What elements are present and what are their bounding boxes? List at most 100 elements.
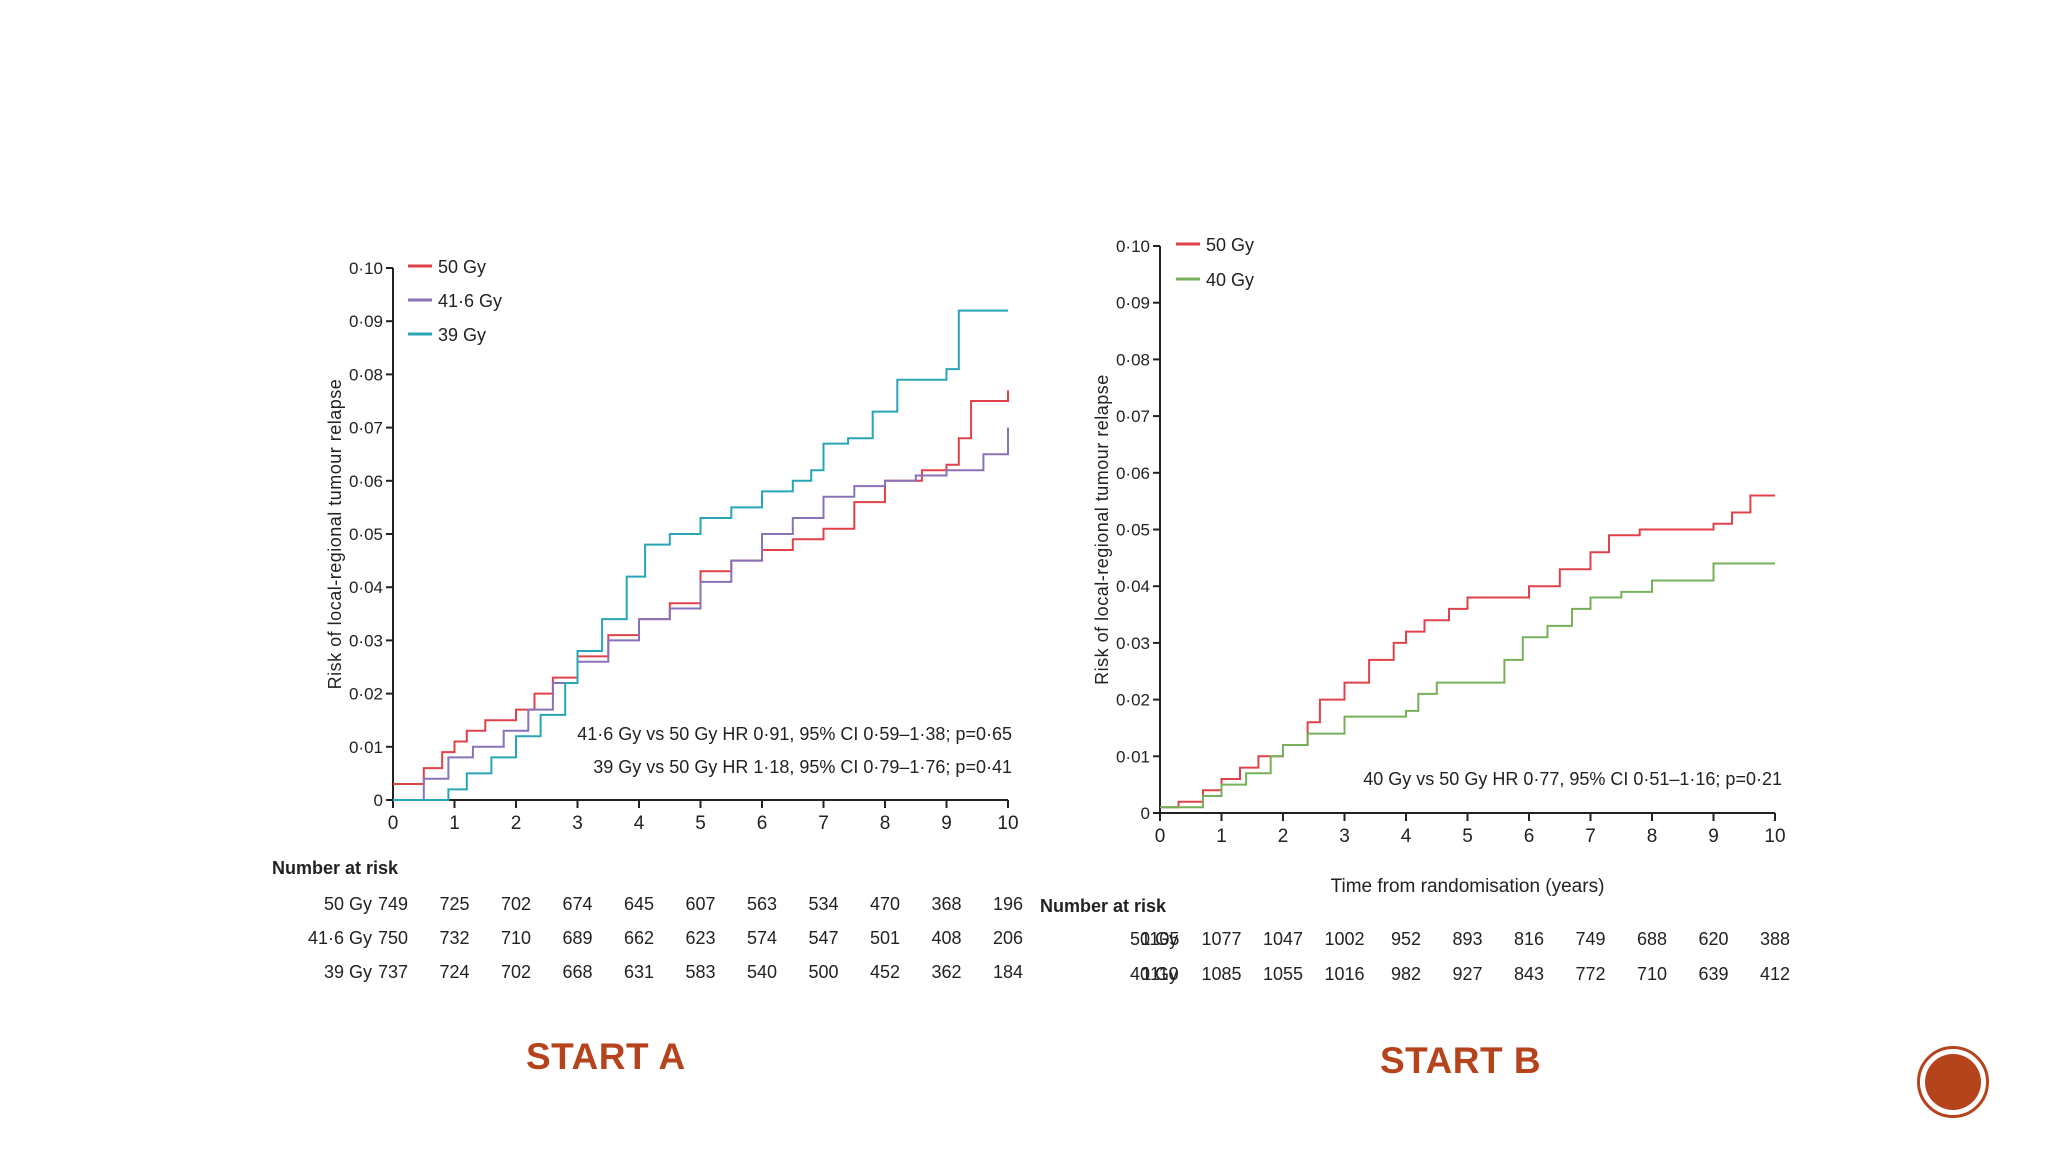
risk-value: 674 bbox=[562, 894, 592, 914]
y-tick-label: 0·04 bbox=[1116, 577, 1150, 596]
risk-table-title: Number at risk bbox=[272, 858, 399, 878]
x-tick-label: 2 bbox=[1278, 826, 1289, 847]
hr-annotation: 40 Gy vs 50 Gy HR 0·77, 95% CI 0·51–1·16… bbox=[1363, 769, 1782, 789]
x-tick-label: 8 bbox=[1647, 826, 1658, 847]
x-tick-label: 5 bbox=[1462, 826, 1473, 847]
caption-start-b: START B bbox=[1380, 1040, 1542, 1081]
risk-row-label: 50 Gy bbox=[324, 894, 372, 914]
legend-label: 40 Gy bbox=[1206, 270, 1254, 290]
risk-value: 1016 bbox=[1324, 964, 1364, 984]
y-axis-label: Risk of local-regional tumour relapse bbox=[325, 379, 345, 690]
risk-value: 702 bbox=[501, 894, 531, 914]
risk-value: 750 bbox=[378, 928, 408, 948]
risk-value: 737 bbox=[378, 962, 408, 982]
x-tick-label: 3 bbox=[572, 813, 583, 834]
y-tick-label: 0·02 bbox=[349, 685, 383, 704]
risk-value: 412 bbox=[1760, 964, 1790, 984]
risk-value: 639 bbox=[1698, 964, 1728, 984]
y-tick-label: 0·08 bbox=[1116, 350, 1150, 369]
risk-value: 540 bbox=[747, 962, 777, 982]
risk-row-label: 50 Gy bbox=[1130, 929, 1178, 949]
x-tick-label: 8 bbox=[880, 813, 891, 834]
y-tick-label: 0·09 bbox=[349, 312, 383, 331]
risk-value: 749 bbox=[1575, 929, 1605, 949]
x-tick-label: 0 bbox=[388, 813, 399, 834]
risk-value: 388 bbox=[1760, 929, 1790, 949]
x-tick-label: 1 bbox=[449, 813, 460, 834]
risk-value: 982 bbox=[1391, 964, 1421, 984]
risk-value: 534 bbox=[808, 894, 838, 914]
x-tick-label: 3 bbox=[1339, 826, 1350, 847]
series-line-0 bbox=[1160, 494, 1775, 809]
y-tick-label: 0·06 bbox=[349, 472, 383, 491]
risk-value: 927 bbox=[1452, 964, 1482, 984]
x-tick-label: 10 bbox=[997, 813, 1018, 834]
risk-value: 574 bbox=[747, 928, 777, 948]
series-line-1 bbox=[393, 427, 1009, 801]
risk-value: 470 bbox=[870, 894, 900, 914]
legend-label: 50 Gy bbox=[438, 257, 486, 277]
risk-value: 583 bbox=[685, 962, 715, 982]
risk-row-label: 41·6 Gy bbox=[308, 928, 372, 948]
risk-value: 710 bbox=[1637, 964, 1667, 984]
risk-value: 710 bbox=[501, 928, 531, 948]
risk-value: 1105 bbox=[1141, 929, 1180, 949]
x-tick-label: 6 bbox=[1524, 826, 1535, 847]
risk-value: 563 bbox=[747, 894, 777, 914]
x-tick-label: 0 bbox=[1155, 826, 1166, 847]
y-tick-label: 0·02 bbox=[1116, 691, 1150, 710]
x-tick-label: 1 bbox=[1216, 826, 1227, 847]
risk-value: 1110 bbox=[1141, 964, 1178, 984]
y-tick-label: 0·10 bbox=[349, 259, 383, 278]
risk-row-label: 40 Gy bbox=[1130, 964, 1178, 984]
hr-annotation: 39 Gy vs 50 Gy HR 1·18, 95% CI 0·79–1·76… bbox=[593, 757, 1012, 777]
x-axis-label: Time from randomisation (years) bbox=[1331, 876, 1605, 897]
risk-value: 368 bbox=[931, 894, 961, 914]
y-axis-label: Risk of local-regional tumour relapse bbox=[1092, 374, 1112, 685]
risk-value: 631 bbox=[624, 962, 654, 982]
y-tick-label: 0·01 bbox=[349, 738, 383, 757]
y-tick-label: 0 bbox=[374, 791, 383, 810]
y-tick-label: 0·09 bbox=[1116, 294, 1150, 313]
y-tick-label: 0·08 bbox=[349, 365, 383, 384]
risk-table-title: Number at risk bbox=[1040, 896, 1167, 916]
risk-value: 1077 bbox=[1201, 929, 1241, 949]
circle-button-icon[interactable] bbox=[1917, 1046, 1989, 1118]
risk-value: 1047 bbox=[1263, 929, 1303, 949]
risk-value: 196 bbox=[993, 894, 1023, 914]
y-tick-label: 0·07 bbox=[1116, 407, 1150, 426]
risk-value: 668 bbox=[562, 962, 592, 982]
chart-start-b: 0 0·01 0·02 0·03 0·04 0·05 0·06 0·07 0·08 0·09 0·1… bbox=[1040, 235, 1790, 984]
risk-value: 501 bbox=[870, 928, 900, 948]
y-tick-label: 0·03 bbox=[1116, 634, 1150, 653]
y-tick-label: 0 bbox=[1141, 804, 1150, 823]
risk-value: 408 bbox=[931, 928, 961, 948]
risk-value: 688 bbox=[1637, 929, 1667, 949]
x-tick-label: 9 bbox=[1708, 826, 1719, 847]
risk-value: 1002 bbox=[1324, 929, 1364, 949]
risk-value: 607 bbox=[685, 894, 715, 914]
circle-button-fill bbox=[1925, 1054, 1981, 1110]
risk-value: 952 bbox=[1391, 929, 1421, 949]
risk-value: 620 bbox=[1698, 929, 1728, 949]
risk-value: 184 bbox=[993, 962, 1023, 982]
risk-value: 1055 bbox=[1263, 964, 1303, 984]
x-tick-label: 4 bbox=[634, 813, 645, 834]
risk-value: 724 bbox=[439, 962, 469, 982]
risk-value: 500 bbox=[808, 962, 838, 982]
risk-value: 206 bbox=[993, 928, 1023, 948]
caption-start-a: START A bbox=[526, 1036, 686, 1077]
y-tick-label: 0·06 bbox=[1116, 464, 1150, 483]
risk-row-label: 39 Gy bbox=[324, 962, 372, 982]
y-tick-label: 0·10 bbox=[1116, 237, 1150, 256]
x-tick-label: 4 bbox=[1401, 826, 1412, 847]
risk-value: 702 bbox=[501, 962, 531, 982]
series-line-2 bbox=[393, 309, 1008, 801]
risk-value: 623 bbox=[685, 928, 715, 948]
legend-label: 50 Gy bbox=[1206, 235, 1254, 255]
risk-value: 689 bbox=[562, 928, 592, 948]
x-tick-label: 2 bbox=[511, 813, 522, 834]
y-tick-label: 0·01 bbox=[1116, 747, 1150, 766]
